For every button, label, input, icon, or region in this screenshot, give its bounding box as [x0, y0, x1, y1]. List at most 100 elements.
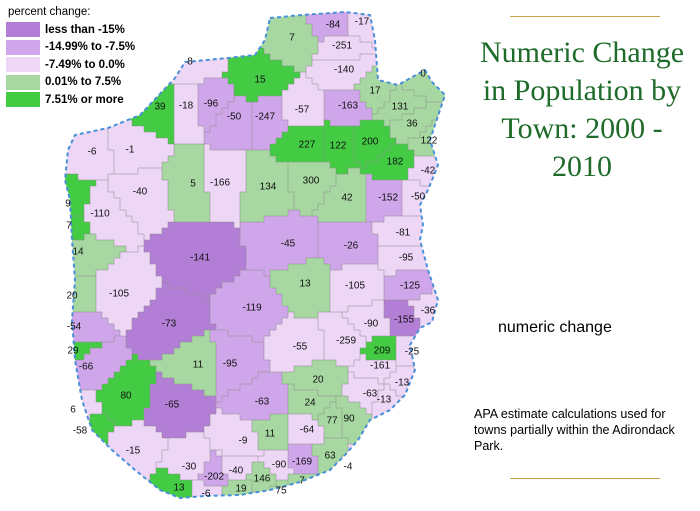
town-cell — [294, 348, 301, 355]
town-cell — [354, 210, 361, 217]
town-cell — [246, 156, 253, 163]
town-cell — [120, 450, 127, 457]
town-cell — [402, 48, 409, 55]
town-cell — [192, 162, 199, 169]
town-cell — [120, 402, 127, 409]
town-cell — [330, 54, 337, 61]
town-cell — [306, 78, 313, 85]
town-cell — [180, 300, 187, 307]
town-cell — [192, 24, 199, 31]
town-cell — [228, 174, 235, 181]
town-cell — [240, 408, 247, 415]
town-cell — [354, 132, 361, 139]
town-cell — [330, 126, 337, 133]
town-cell — [378, 144, 385, 151]
town-cell — [102, 276, 109, 283]
town-cell — [276, 306, 283, 313]
town-cell — [72, 168, 79, 175]
town-cell — [402, 138, 409, 145]
town-cell — [66, 168, 73, 175]
town-cell — [222, 360, 229, 367]
town-cell — [108, 138, 115, 145]
town-cell — [90, 252, 97, 259]
town-cell — [402, 378, 409, 385]
town-cell — [402, 228, 409, 235]
town-cell — [264, 12, 271, 19]
town-cell — [444, 324, 445, 331]
town-cell — [126, 312, 133, 319]
town-cell — [270, 222, 277, 229]
town-cell — [210, 234, 217, 241]
town-cell — [216, 174, 223, 181]
town-cell — [444, 432, 445, 439]
town-cell — [246, 318, 253, 325]
town-cell — [384, 84, 391, 91]
town-cell — [186, 444, 193, 451]
town-cell — [282, 264, 289, 271]
town-cell — [174, 96, 181, 103]
town-cell — [432, 294, 439, 301]
town-cell — [65, 318, 67, 325]
town-cell — [426, 90, 433, 97]
town-cell — [270, 354, 277, 361]
town-cell — [276, 42, 283, 49]
town-cell — [390, 102, 397, 109]
town-cell — [318, 294, 325, 301]
town-cell — [408, 252, 415, 259]
town-cell — [402, 372, 409, 379]
town-cell — [96, 156, 103, 163]
town-cell — [408, 216, 415, 223]
town-cell — [156, 222, 163, 229]
town-cell — [396, 18, 403, 25]
town-cell — [282, 114, 289, 121]
town-cell — [336, 396, 343, 403]
town-cell — [336, 288, 343, 295]
town-cell — [168, 390, 175, 397]
town-cell — [270, 180, 277, 187]
town-cell — [186, 126, 193, 133]
town-cell — [438, 198, 445, 205]
town-cell — [156, 120, 163, 127]
town-cell — [180, 432, 187, 439]
town-cell — [318, 204, 325, 211]
town-cell — [114, 432, 121, 439]
town-cell — [210, 300, 217, 307]
town-cell — [258, 66, 265, 73]
town-cell — [240, 366, 247, 373]
town-cell — [228, 342, 235, 349]
town-cell — [336, 168, 343, 175]
town-cell — [276, 54, 283, 61]
town-cell — [312, 438, 319, 445]
town-cell — [84, 204, 91, 211]
town-cell — [354, 60, 361, 67]
town-cell — [120, 234, 127, 241]
town-cell — [444, 168, 445, 175]
town-cell — [270, 438, 277, 445]
town-cell — [354, 432, 361, 439]
town-cell — [276, 456, 283, 463]
town-cell — [312, 186, 319, 193]
town-cell — [96, 174, 103, 181]
town-cell — [294, 210, 301, 217]
town-cell — [378, 48, 385, 55]
town-cell — [402, 300, 409, 307]
town-cell — [186, 360, 193, 367]
town-cell — [294, 330, 301, 337]
town-cell — [408, 324, 415, 331]
town-cell — [366, 354, 373, 361]
town-cell — [378, 276, 385, 283]
town-cell — [282, 456, 289, 463]
town-cell — [174, 384, 181, 391]
town-cell — [180, 48, 187, 55]
town-cell — [414, 126, 421, 133]
town-cell — [252, 288, 259, 295]
town-cell — [324, 180, 331, 187]
town-cell — [390, 390, 397, 397]
town-cell — [84, 186, 91, 193]
town-cell — [96, 252, 103, 259]
town-cell — [306, 18, 313, 25]
town-cell — [408, 282, 415, 289]
town-cell — [246, 390, 253, 397]
town-cell — [306, 396, 313, 403]
town-cell — [282, 60, 289, 67]
